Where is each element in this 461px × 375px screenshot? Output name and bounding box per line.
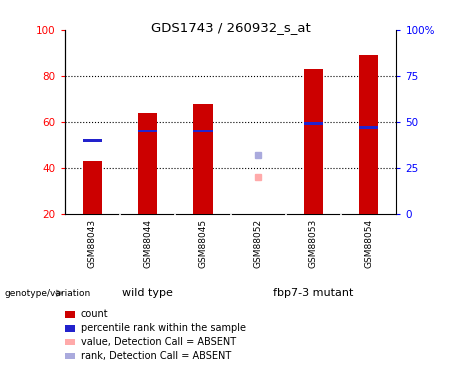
Text: value, Detection Call = ABSENT: value, Detection Call = ABSENT (81, 337, 236, 347)
Bar (65, 339, 75, 345)
Bar (304, 122, 323, 125)
Text: GDS1743 / 260932_s_at: GDS1743 / 260932_s_at (151, 21, 310, 34)
Text: GSM88043: GSM88043 (88, 219, 97, 268)
Text: percentile rank within the sample: percentile rank within the sample (81, 323, 246, 333)
Text: genotype/variation: genotype/variation (5, 289, 91, 298)
Text: count: count (81, 309, 108, 319)
Bar (83, 139, 102, 142)
Bar (83, 161, 102, 214)
Bar (138, 130, 157, 132)
Bar (359, 126, 378, 129)
Text: GSM88053: GSM88053 (309, 219, 318, 268)
Text: fbp7-3 mutant: fbp7-3 mutant (273, 288, 354, 297)
Text: rank, Detection Call = ABSENT: rank, Detection Call = ABSENT (81, 351, 231, 361)
Text: wild type: wild type (122, 288, 173, 297)
Bar (138, 112, 157, 214)
Bar (193, 130, 213, 132)
Text: GSM88052: GSM88052 (254, 219, 263, 268)
Bar (193, 104, 213, 214)
Bar (304, 69, 323, 214)
Bar (65, 352, 75, 359)
Bar (65, 325, 75, 332)
Bar (359, 55, 378, 214)
Bar (65, 311, 75, 318)
Text: GSM88045: GSM88045 (198, 219, 207, 268)
Text: GSM88054: GSM88054 (364, 219, 373, 268)
Text: GSM88044: GSM88044 (143, 219, 152, 268)
